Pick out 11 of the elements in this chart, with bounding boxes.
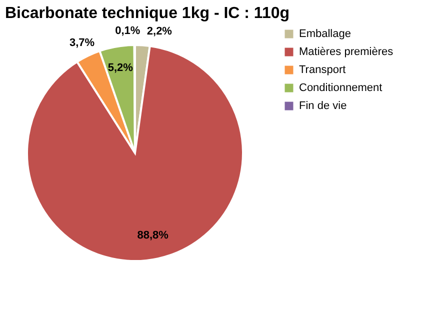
- legend-label: Fin de vie: [299, 100, 347, 112]
- legend-label: Conditionnement: [299, 82, 382, 94]
- legend-label: Emballage: [299, 28, 351, 40]
- data-label: 2,2%: [146, 25, 172, 38]
- chart-title: Bicarbonate technique 1kg - IC : 110g: [5, 5, 290, 22]
- legend-label: Matières premières: [299, 46, 394, 58]
- data-label: 5,2%: [108, 62, 134, 74]
- legend-label: Transport: [299, 64, 346, 76]
- data-label: 88,8%: [137, 229, 169, 242]
- data-label: 0,1%: [115, 25, 140, 37]
- data-label: 3,7%: [69, 37, 95, 50]
